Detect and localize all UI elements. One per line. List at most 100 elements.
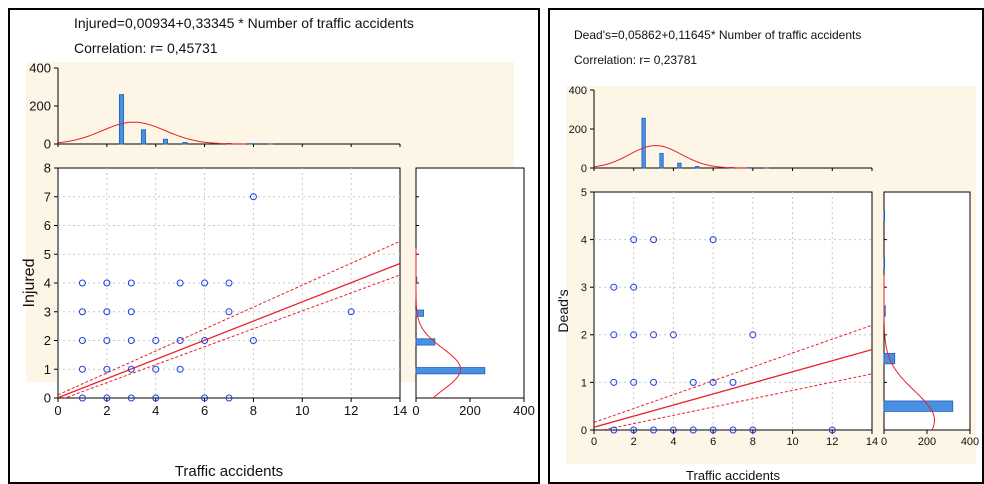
scatter-point: [152, 365, 160, 373]
scatter-point: [127, 365, 135, 373]
scatter-point: [630, 426, 638, 434]
top-histogram-bar: [118, 94, 125, 145]
x-tick-label: 14: [393, 403, 407, 418]
y-tick-label: 0: [581, 425, 587, 437]
x-tick-label: 6: [201, 403, 208, 418]
y-tick-label: 5: [581, 187, 587, 199]
top-histogram-bar: [695, 166, 700, 169]
chart-panel-deads: Dead's=0,05862+0,11645* Number of traffi…: [548, 8, 984, 484]
scatter-point: [630, 331, 638, 339]
x-axis-title: Traffic accidents: [686, 468, 780, 482]
scatter-point: [249, 337, 257, 344]
x-tick-label: 8: [750, 436, 756, 448]
y-tick-label: 1: [44, 362, 51, 377]
scatter-point: [176, 279, 184, 287]
scatter-point: [225, 308, 233, 316]
right-histogram-bar: [415, 309, 424, 317]
top-histogram-tick-label: 0: [44, 137, 51, 152]
right-histogram-tick-label: 0: [881, 436, 887, 448]
scatter-point: [729, 378, 737, 386]
scatter-point: [689, 378, 697, 386]
x-tick-label: 0: [54, 403, 61, 418]
scatter-point: [630, 236, 638, 244]
right-histogram-bar: [883, 210, 886, 222]
x-tick-label: 8: [250, 403, 257, 418]
scatter-point: [78, 365, 86, 373]
chart-correlation: Correlation: r= 0,45731: [74, 40, 218, 56]
x-tick-label: 4: [670, 436, 676, 448]
scatter-point: [176, 365, 184, 373]
right-histogram-bar: [883, 257, 886, 270]
y-tick-label: 6: [44, 218, 51, 233]
scatter-point: [225, 279, 233, 287]
x-tick-label: 2: [631, 436, 637, 448]
x-tick-label: 10: [295, 403, 309, 418]
scatter-point: [709, 378, 717, 386]
y-tick-label: 3: [581, 282, 587, 294]
x-tick-label: 2: [103, 403, 110, 418]
scatter-point: [103, 279, 111, 287]
scatter-point: [201, 279, 209, 287]
y-tick-label: 4: [44, 276, 51, 291]
x-tick-label: 0: [591, 436, 597, 448]
right-histogram-normal-curve: [883, 275, 936, 431]
y-tick-label: 0: [44, 391, 51, 406]
x-axis-title: Traffic accidents: [175, 463, 283, 480]
scatter-point: [127, 337, 135, 344]
y-tick-label: 2: [44, 333, 51, 348]
scatter-point: [201, 337, 209, 344]
x-tick-label: 12: [344, 403, 358, 418]
x-tick-label: 4: [152, 403, 159, 418]
scatter-point: [630, 378, 638, 386]
confidence-band-upper: [594, 324, 872, 423]
top-histogram-tick-label: 0: [581, 163, 587, 175]
top-histogram-bar: [677, 162, 682, 169]
chart-equation: Injured=0,00934+0,33345 * Number of traf…: [74, 15, 414, 31]
scatter-point: [103, 337, 111, 344]
right-histogram-tick-label: 400: [961, 436, 979, 448]
scatter-point: [650, 236, 658, 244]
top-histogram-bar: [162, 138, 169, 145]
x-tick-label: 6: [710, 436, 716, 448]
confidence-band-lower: [63, 274, 400, 398]
scatter-point: [650, 378, 658, 386]
scatter-point: [176, 337, 184, 344]
top-histogram-bar: [140, 129, 147, 145]
right-histogram-bar: [415, 367, 486, 375]
scatter-point: [103, 394, 111, 402]
right-histogram-tick-label: 200: [918, 436, 936, 448]
top-histogram-bar: [641, 117, 646, 169]
scatter-point: [630, 283, 638, 291]
top-histogram-tick-label: 200: [29, 99, 51, 114]
scatter-point: [249, 193, 257, 201]
deads-chart-svg: Dead's=0,05862+0,11645* Number of traffi…: [555, 28, 979, 482]
scatter-point: [127, 279, 135, 287]
right-histogram-tick-label: 0: [412, 403, 419, 418]
right-histogram-bar: [883, 400, 954, 412]
injured-chart-svg: Injured=0,00934+0,33345 * Number of traf…: [21, 15, 535, 480]
scatter-point: [347, 308, 355, 316]
regression-line: [594, 348, 872, 428]
y-tick-label: 7: [44, 189, 51, 204]
regression-line: [58, 262, 400, 398]
scatter-point: [201, 394, 209, 402]
scatter-point: [749, 331, 757, 339]
y-tick-label: 3: [44, 304, 51, 319]
scatter-point: [127, 308, 135, 316]
y-tick-label: 5: [44, 247, 51, 262]
scatter-point: [669, 331, 677, 339]
confidence-band-upper: [58, 240, 400, 396]
y-tick-label: 1: [581, 377, 587, 389]
scatter-point: [78, 394, 86, 402]
right-histogram-normal-curve: [415, 248, 461, 399]
scatter-point: [709, 236, 717, 244]
x-tick-label: 14: [866, 436, 878, 448]
scatter-point: [650, 426, 658, 434]
x-tick-label: 12: [826, 436, 838, 448]
scatter-point: [127, 394, 135, 402]
scatter-point: [610, 283, 618, 291]
right-histogram-frame: [415, 167, 525, 399]
y-tick-label: 2: [581, 330, 587, 342]
scatter-point: [610, 378, 618, 386]
scatter-point: [152, 337, 160, 344]
